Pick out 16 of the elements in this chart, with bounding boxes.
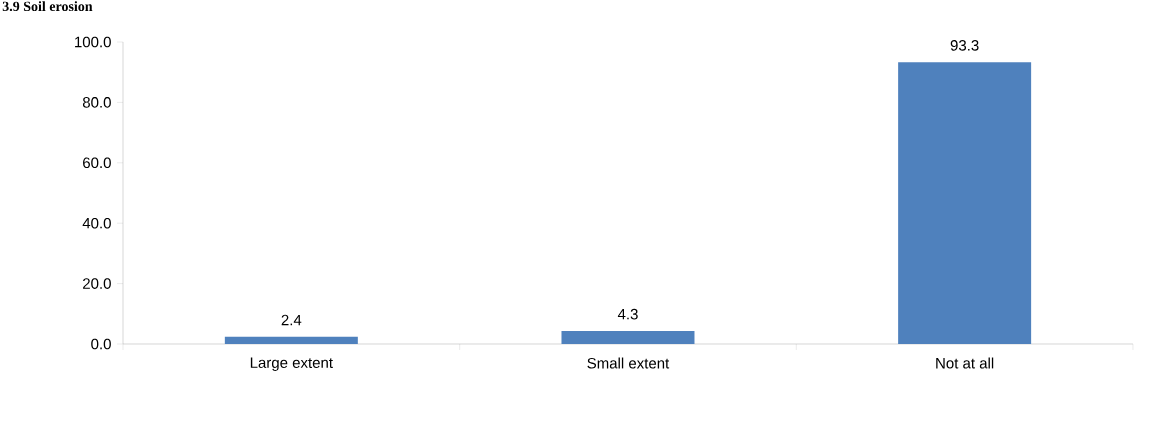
- y-tick-label: 40.0: [82, 217, 111, 229]
- y-tick-label: 60.0: [83, 157, 111, 169]
- data-label: 4.3: [617, 308, 638, 320]
- data-label: 2.4: [281, 314, 302, 326]
- y-tick-label: 80.0: [82, 97, 111, 108]
- x-tick-label: Large extent: [250, 357, 333, 371]
- y-tick-label: 100.0: [75, 36, 111, 48]
- y-tick-label: 0.0: [91, 338, 111, 350]
- x-tick-label: Small extent: [587, 357, 670, 369]
- data-label: 93.3: [950, 40, 979, 51]
- chart-title: 3.9 Soil erosion: [2, 1, 93, 12]
- x-tick-label: Not at all: [936, 357, 994, 369]
- y-tick-label: 20.0: [83, 278, 111, 289]
- bar: [224, 336, 358, 344]
- bar: [898, 62, 1032, 344]
- bar: [561, 331, 695, 344]
